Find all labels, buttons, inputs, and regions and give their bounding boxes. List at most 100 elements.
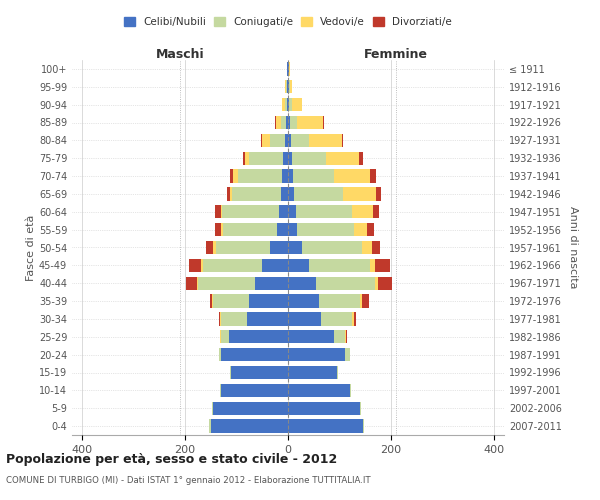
Bar [185, 276, 197, 290]
Text: COMUNE DI TURBIGO (MI) - Dati ISTAT 1° gennaio 2012 - Elaborazione TUTTITALIA.IT: COMUNE DI TURBIGO (MI) - Dati ISTAT 1° g… [6, 476, 371, 485]
Bar [337, 366, 338, 379]
Bar [302, 241, 362, 254]
Bar [227, 187, 230, 200]
Bar [316, 276, 376, 290]
Bar [354, 312, 356, 326]
Bar [326, 152, 359, 165]
Bar [279, 205, 288, 218]
Bar [288, 187, 294, 200]
Bar [288, 384, 350, 397]
Bar [362, 420, 364, 433]
Y-axis label: Anni di nascita: Anni di nascita [568, 206, 578, 289]
Bar [275, 116, 276, 129]
Bar [281, 187, 288, 200]
Bar [288, 258, 308, 272]
Bar [221, 205, 222, 218]
Bar [288, 366, 337, 379]
Bar [250, 294, 288, 308]
Bar [210, 294, 212, 308]
Bar [288, 330, 334, 344]
Bar [221, 223, 223, 236]
Bar [262, 134, 270, 147]
Bar [189, 258, 200, 272]
Bar [214, 241, 216, 254]
Bar [344, 348, 350, 362]
Bar [376, 258, 390, 272]
Bar [294, 187, 343, 200]
Bar [288, 152, 292, 165]
Bar [288, 276, 316, 290]
Bar [323, 116, 324, 129]
Bar [212, 294, 214, 308]
Bar [289, 98, 292, 112]
Text: Femmine: Femmine [364, 48, 428, 61]
Bar [286, 80, 287, 94]
Bar [245, 152, 250, 165]
Bar [296, 205, 352, 218]
Bar [247, 312, 288, 326]
Bar [270, 241, 288, 254]
Bar [233, 170, 238, 183]
Bar [282, 170, 288, 183]
Bar [211, 420, 288, 433]
Bar [359, 152, 363, 165]
Bar [214, 402, 288, 415]
Bar [342, 134, 343, 147]
Bar [308, 258, 370, 272]
Bar [373, 205, 379, 218]
Bar [215, 205, 221, 218]
Bar [288, 241, 302, 254]
Bar [288, 134, 290, 147]
Bar [322, 312, 352, 326]
Bar [281, 116, 286, 129]
Bar [212, 402, 214, 415]
Y-axis label: Fasce di età: Fasce di età [26, 214, 36, 280]
Bar [220, 330, 221, 344]
Bar [288, 223, 297, 236]
Bar [288, 402, 360, 415]
Bar [343, 187, 376, 200]
Bar [286, 116, 288, 129]
Bar [221, 384, 288, 397]
Bar [290, 80, 292, 94]
Bar [288, 294, 319, 308]
Bar [334, 170, 370, 183]
Bar [360, 294, 362, 308]
Bar [277, 223, 288, 236]
Bar [286, 134, 288, 147]
Bar [270, 134, 286, 147]
Bar [203, 258, 262, 272]
Bar [289, 62, 290, 76]
Bar [288, 205, 296, 218]
Bar [288, 98, 289, 112]
Bar [283, 152, 288, 165]
Bar [288, 348, 344, 362]
Bar [319, 294, 360, 308]
Bar [220, 384, 221, 397]
Bar [362, 294, 369, 308]
Bar [262, 258, 288, 272]
Bar [254, 276, 288, 290]
Bar [362, 241, 372, 254]
Bar [206, 241, 214, 254]
Bar [360, 402, 361, 415]
Text: Popolazione per età, sesso e stato civile - 2012: Popolazione per età, sesso e stato civil… [6, 452, 337, 466]
Bar [238, 170, 282, 183]
Bar [218, 312, 220, 326]
Bar [308, 134, 342, 147]
Bar [288, 170, 293, 183]
Bar [230, 170, 233, 183]
Bar [216, 241, 270, 254]
Bar [378, 276, 392, 290]
Bar [370, 170, 376, 183]
Bar [354, 223, 367, 236]
Bar [370, 258, 376, 272]
Bar [222, 205, 279, 218]
Bar [288, 312, 322, 326]
Bar [288, 420, 362, 433]
Bar [376, 187, 380, 200]
Bar [288, 116, 290, 129]
Bar [276, 116, 281, 129]
Bar [285, 98, 287, 112]
Bar [376, 276, 378, 290]
